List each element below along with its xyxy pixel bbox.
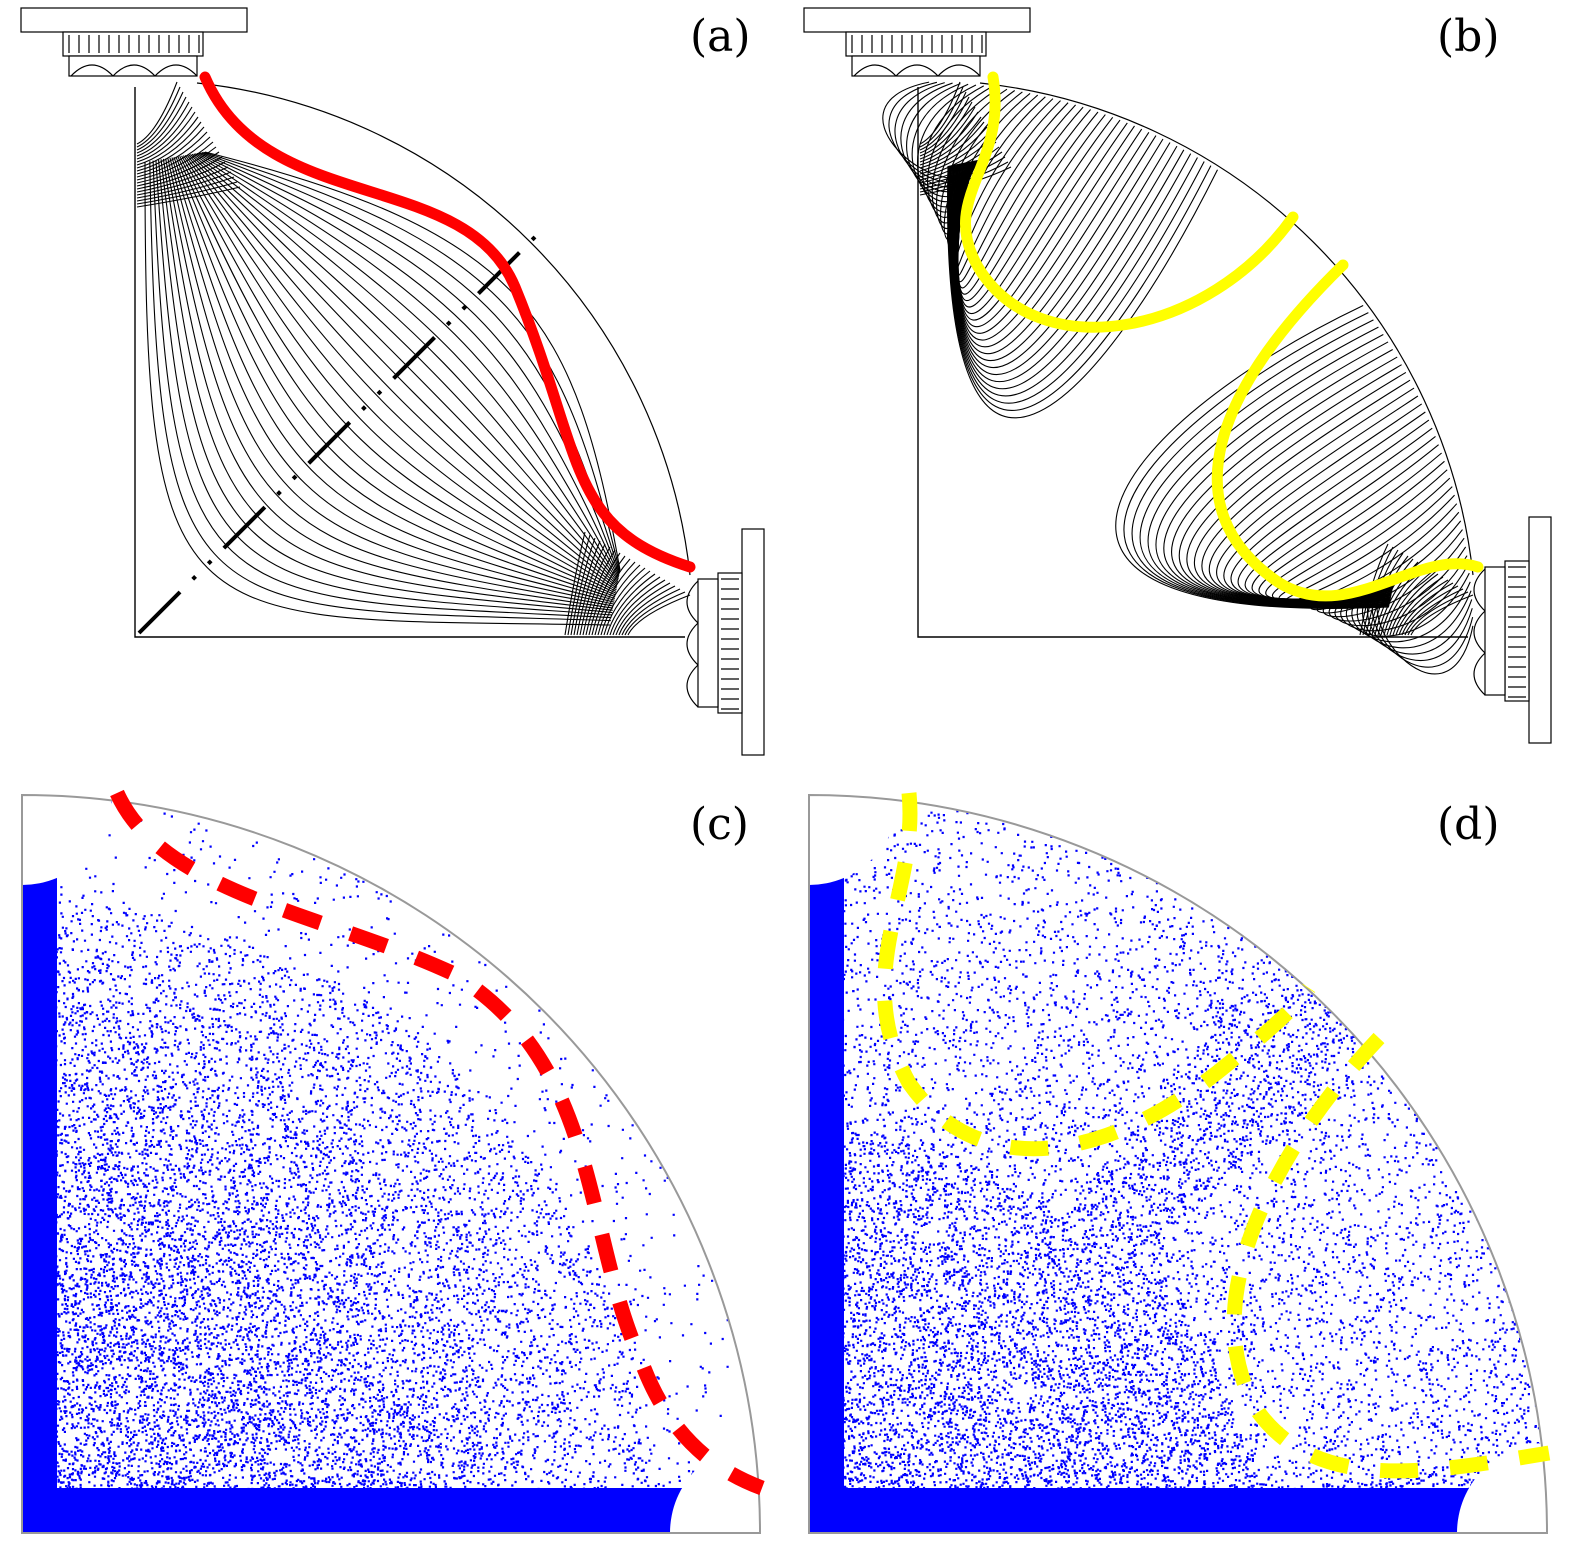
panel-a-boundary-axes <box>134 87 685 638</box>
panel-c-particles-group <box>22 795 760 1533</box>
panel-c: (c) <box>0 775 787 1555</box>
panel-b-geometry <box>803 7 1552 744</box>
panel-b: (b) <box>787 0 1575 775</box>
panel-d-right-electrode-cutout <box>1457 1443 1575 1555</box>
right-electrode-base <box>1484 566 1506 696</box>
panel-d-particles <box>787 775 1575 1555</box>
panel-b-highlight-line-upper <box>960 71 1299 333</box>
panel-b-streamlines <box>803 7 1552 744</box>
panel-c-right-electrode-cutout <box>670 1443 787 1555</box>
panel-c-boundary <box>21 793 762 1534</box>
panel-d-particle-points <box>809 795 1547 1533</box>
panel-a-highlight-line <box>199 71 696 573</box>
top-electrode-base <box>851 55 981 77</box>
panel-a-geometry <box>20 7 765 756</box>
panel-a-field-lines <box>136 81 691 636</box>
top-electrode-plate <box>20 7 248 33</box>
panel-label-b: (b) <box>1437 11 1500 62</box>
panel-c-particle-points <box>22 800 760 1533</box>
panel-a-symmetry-line <box>137 230 542 635</box>
panel-a-streamlines <box>20 7 765 756</box>
panel-label-a: (a) <box>690 11 751 62</box>
right-electrode-comb <box>717 572 743 714</box>
panel-c-particles <box>0 775 787 1555</box>
panel-c-highlight-dashed <box>110 789 765 1496</box>
right-electrode-plate <box>741 528 765 756</box>
panel-b-boundary-axes <box>917 87 1468 638</box>
top-electrode-comb <box>62 31 204 57</box>
top-electrode-comb <box>845 31 987 57</box>
panel-label-d: (d) <box>1437 799 1500 850</box>
panel-label-c: (c) <box>690 799 749 850</box>
panel-a: (a) <box>0 0 787 775</box>
right-electrode-base <box>697 578 719 708</box>
panel-d-boundary <box>808 793 1549 1534</box>
top-electrode-base <box>68 55 198 77</box>
right-electrode-comb <box>1504 560 1530 702</box>
panel-b-highlight-line-lower <box>1211 259 1484 602</box>
panel-b-field-lines <box>882 81 1474 675</box>
top-electrode-plate <box>803 7 1031 33</box>
panel-d: (d) <box>787 775 1575 1555</box>
panel-a-boundary-arc <box>196 82 691 576</box>
panel-d-top-electrode-cutout <box>787 775 899 885</box>
panel-b-boundary-arc <box>979 82 1474 576</box>
panel-c-top-electrode-cutout <box>0 775 112 885</box>
right-electrode-plate <box>1528 516 1552 744</box>
panel-d-particles-group <box>809 795 1547 1533</box>
